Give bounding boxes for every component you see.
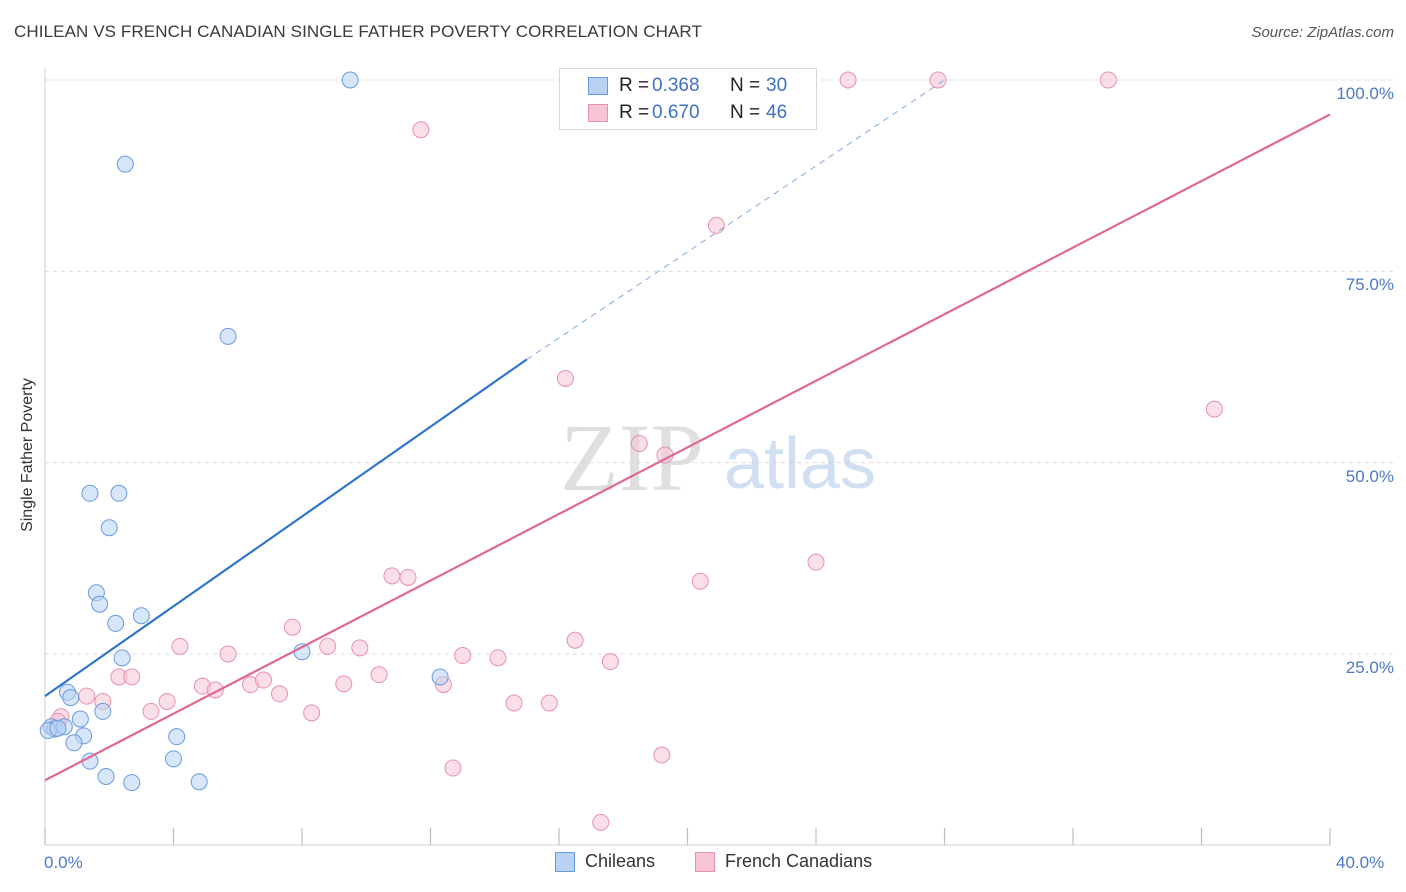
point-chileans — [342, 72, 358, 88]
point-chileans — [220, 328, 236, 344]
point-chileans — [117, 156, 133, 172]
watermark-zip: ZIP — [560, 404, 704, 511]
bottom-legend-swatch-french-canadians — [695, 852, 715, 872]
point-chileans — [92, 596, 108, 612]
point-french-canadians — [124, 669, 140, 685]
point-chileans — [169, 729, 185, 745]
point-french-canadians — [255, 672, 271, 688]
point-french-canadians — [692, 573, 708, 589]
bottom-legend-chileans: Chileans — [555, 851, 655, 872]
point-french-canadians — [708, 217, 724, 233]
legend-r-value-chileans: 0.368 — [652, 75, 700, 97]
point-french-canadians — [272, 686, 288, 702]
point-french-canadians — [455, 648, 471, 664]
bottom-legend-label-french-canadians: French Canadians — [725, 851, 872, 872]
point-chileans — [114, 650, 130, 666]
point-french-canadians — [400, 569, 416, 585]
point-french-canadians — [541, 695, 557, 711]
point-french-canadians — [631, 436, 647, 452]
bottom-legend-swatch-chileans — [555, 852, 575, 872]
legend-swatch-french-canadians — [588, 104, 608, 122]
point-french-canadians — [284, 619, 300, 635]
point-french-canadians — [143, 703, 159, 719]
point-french-canadians — [79, 688, 95, 704]
point-chileans — [72, 711, 88, 727]
legend-r-label-french-canadians: R = — [619, 102, 649, 124]
point-french-canadians — [304, 705, 320, 721]
bottom-legend-label-chileans: Chileans — [585, 851, 655, 872]
legend-n-label-chileans: N = — [730, 75, 760, 97]
bottom-legend-french-canadians: French Canadians — [695, 851, 872, 872]
legend-r-value-french-canadians: 0.670 — [652, 102, 700, 124]
point-chileans — [101, 520, 117, 536]
point-french-canadians — [172, 638, 188, 654]
watermark-atlas: atlas — [724, 424, 876, 504]
point-french-canadians — [413, 122, 429, 138]
grid-layer — [45, 80, 1395, 654]
point-chileans — [432, 669, 448, 685]
point-french-canadians — [840, 72, 856, 88]
point-french-canadians — [352, 640, 368, 656]
legend-n-value-chileans: 30 — [766, 75, 787, 97]
point-french-canadians — [557, 370, 573, 386]
point-chileans — [98, 768, 114, 784]
point-chileans — [66, 735, 82, 751]
point-chileans — [63, 690, 79, 706]
point-chileans — [133, 608, 149, 624]
point-chileans — [191, 774, 207, 790]
point-french-canadians — [336, 676, 352, 692]
point-french-canadians — [602, 654, 618, 670]
point-chileans — [82, 753, 98, 769]
x-tick-label-min: 0.0% — [44, 853, 83, 873]
point-chileans — [108, 615, 124, 631]
y-tick-label: 25.0% — [1346, 658, 1394, 678]
point-french-canadians — [1100, 72, 1116, 88]
point-french-canadians — [808, 554, 824, 570]
legend-r-label-chileans: R = — [619, 75, 649, 97]
watermark: ZIP atlas — [560, 404, 876, 511]
point-french-canadians — [567, 632, 583, 648]
point-french-canadians — [384, 568, 400, 584]
point-french-canadians — [159, 693, 175, 709]
legend-n-label-french-canadians: N = — [730, 102, 760, 124]
point-french-canadians — [506, 695, 522, 711]
point-french-canadians — [930, 72, 946, 88]
y-tick-label: 75.0% — [1346, 275, 1394, 295]
point-chileans — [95, 703, 111, 719]
y-tick-label: 50.0% — [1346, 467, 1394, 487]
point-chileans — [166, 751, 182, 767]
point-chileans — [82, 485, 98, 501]
y-tick-label: 100.0% — [1336, 84, 1394, 104]
point-french-canadians — [371, 667, 387, 683]
x-tick-label-max: 40.0% — [1336, 853, 1384, 873]
point-chileans — [124, 775, 140, 791]
scatter-plot: ZIP atlas — [0, 0, 1406, 892]
legend-n-value-french-canadians: 46 — [766, 102, 787, 124]
point-french-canadians — [490, 650, 506, 666]
point-chileans — [111, 485, 127, 501]
point-chileans — [50, 720, 66, 736]
point-french-canadians — [445, 760, 461, 776]
trendline-french-canadians — [45, 114, 1330, 780]
point-french-canadians — [220, 646, 236, 662]
point-french-canadians — [320, 638, 336, 654]
point-french-canadians — [654, 747, 670, 763]
point-french-canadians — [593, 814, 609, 830]
point-french-canadians — [1206, 401, 1222, 417]
legend-swatch-chileans — [588, 77, 608, 95]
legend-box: R = 0.368 N = 30 R = 0.670 N = 46 — [559, 68, 817, 130]
